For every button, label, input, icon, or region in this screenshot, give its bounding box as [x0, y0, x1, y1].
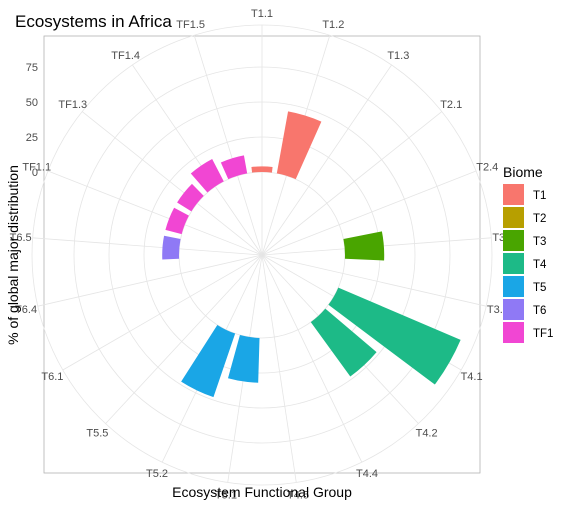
bars: [162, 111, 461, 398]
grid: [31, 24, 493, 486]
radial-tick-label: 75: [26, 62, 38, 74]
legend-label: T4: [533, 259, 547, 271]
legend-label: T1: [533, 190, 546, 202]
category-label: T6.4: [15, 304, 37, 316]
category-label: TF1.5: [176, 19, 205, 31]
category-label: T1.2: [322, 19, 344, 31]
grid-spoke: [105, 254, 263, 424]
category-label: T6.1: [41, 371, 63, 383]
x-axis-title: Ecosystem Functional Group: [172, 484, 352, 500]
bar-TF1.4: [190, 158, 224, 193]
category-label: T5.5: [86, 427, 108, 439]
bar-T1.1: [251, 166, 273, 173]
grid-spoke: [193, 35, 263, 256]
legend-label: T3: [533, 236, 546, 248]
bar-T4.2: [310, 308, 377, 377]
category-label: T2.4: [476, 162, 498, 174]
category-label: T4.4: [356, 468, 378, 480]
category-label: T1.1: [251, 8, 273, 20]
grid-spoke: [261, 254, 487, 307]
bar-T5.1: [228, 335, 260, 383]
category-label: TF1.3: [58, 99, 87, 111]
bar-T3.2: [343, 231, 385, 261]
bar-TF1.5: [220, 155, 248, 180]
grid-spoke: [261, 170, 477, 256]
bar-T4.1: [328, 287, 461, 385]
category-label: T6.5: [10, 232, 32, 244]
radial-tick-label: 50: [26, 97, 38, 109]
bar-TF1.3: [177, 183, 204, 212]
chart-title: Ecosystems in Africa: [15, 12, 172, 31]
category-label: T4.5: [287, 489, 309, 501]
category-label: T4.1: [461, 371, 483, 383]
category-label: TF1.4: [111, 50, 140, 62]
bar-T5.2: [181, 324, 236, 398]
legend-label: T6: [533, 305, 546, 317]
category-label: T5.2: [146, 468, 168, 480]
legend-key: [503, 322, 524, 343]
grid-spoke: [81, 111, 263, 256]
grid-spoke: [261, 254, 297, 483]
category-label: TF1.1: [22, 162, 51, 174]
grid-spoke: [32, 237, 263, 256]
legend-key: [503, 253, 524, 274]
grid-spoke: [261, 64, 392, 256]
grid-spoke: [37, 254, 263, 307]
legend-key: [503, 207, 524, 228]
bar-T6.5: [162, 235, 181, 260]
category-label: T2.1: [440, 99, 462, 111]
bar-T1.2: [276, 111, 322, 180]
y-axis-title: % of global major distribution: [5, 165, 21, 345]
grid-spoke: [261, 254, 363, 463]
grid-spoke: [62, 254, 263, 371]
legend-key: [503, 184, 524, 205]
grid-spoke: [261, 111, 443, 256]
legend-key: [503, 299, 524, 320]
radial-tick-label: 0: [32, 167, 38, 179]
category-label: T4.2: [416, 427, 438, 439]
grid-spoke: [132, 64, 263, 256]
category-label: T1.3: [387, 50, 409, 62]
legend-label: T2: [533, 213, 546, 225]
bar-TF1.1: [165, 207, 189, 235]
grid-spoke: [47, 170, 263, 256]
radial-tick-label: 25: [26, 132, 38, 144]
legend-title: Biome: [503, 164, 543, 180]
legend-label: TF1: [533, 328, 553, 340]
category-label: T5.1: [215, 489, 237, 501]
legend: Biome T1 T2 T3 T4 T5 T6 TF1: [503, 164, 553, 343]
legend-key: [503, 230, 524, 251]
legend-label: T5: [533, 282, 546, 294]
radial-tick-labels: 0 25 50 75: [26, 62, 38, 179]
legend-key: [503, 276, 524, 297]
